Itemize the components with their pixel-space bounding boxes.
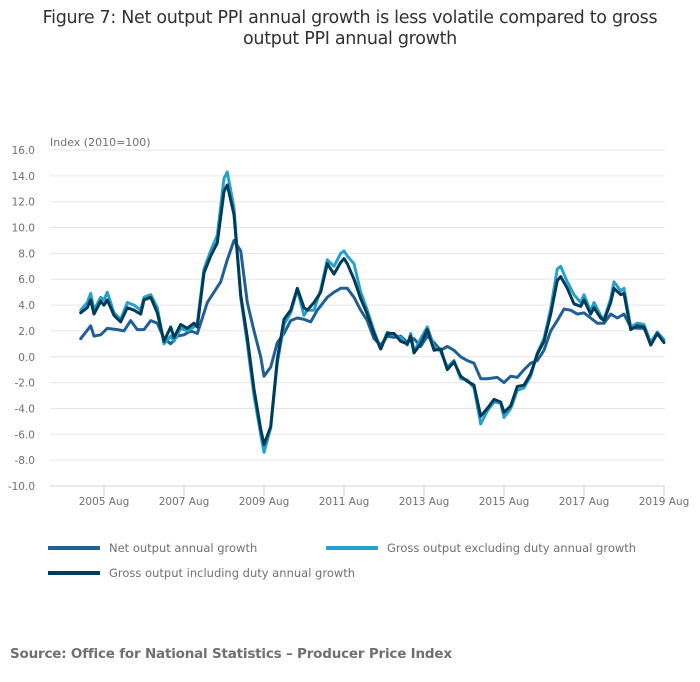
legend-label-gross-incl-duty: Gross output including duty annual growt… <box>109 566 356 580</box>
y-tick-label: 4.0 <box>18 300 35 312</box>
chart-title-line-2: output PPI annual growth <box>243 29 457 49</box>
legend-item-gross-excl-duty[interactable]: Gross output excluding duty annual growt… <box>326 541 636 555</box>
y-tick-label: 16.0 <box>12 145 35 157</box>
x-tick-label: 2007 Aug <box>159 496 210 508</box>
legend-label-gross-excl-duty: Gross output excluding duty annual growt… <box>387 541 637 555</box>
y-tick-label: 14.0 <box>12 171 35 183</box>
y-tick-label: -8.0 <box>15 455 36 467</box>
x-tick-label: 2019 Aug <box>639 496 690 508</box>
chart-title: Figure 7: Net output PPI annual growth i… <box>0 8 700 50</box>
x-tick-label: 2005 Aug <box>79 496 130 508</box>
x-tick-label: 2015 Aug <box>479 496 530 508</box>
source-note: Source: Office for National Statistics –… <box>10 646 452 662</box>
y-tick-label: 6.0 <box>18 274 35 286</box>
gridlines <box>50 149 665 487</box>
y-tick-label: 12.0 <box>12 197 35 209</box>
x-axis: 2005 Aug 2007 Aug 2009 Aug 2011 Aug 2013 Aug… <box>79 486 690 508</box>
legend-item-gross-incl-duty[interactable]: Gross output including duty annual growt… <box>48 566 355 580</box>
x-tick-label: 2013 Aug <box>399 496 450 508</box>
x-tick-label: 2009 Aug <box>239 496 290 508</box>
legend-swatch-gross-incl-duty <box>48 571 100 575</box>
chart-title-line-1: Figure 7: Net output PPI annual growth i… <box>42 8 658 28</box>
y-tick-label: 8.0 <box>18 248 35 260</box>
x-tick-label: 2011 Aug <box>319 496 370 508</box>
y-tick-label: -6.0 <box>15 429 36 441</box>
x-tick-label: 2017 Aug <box>559 496 610 508</box>
legend-swatch-net-output <box>48 546 100 550</box>
y-tick-label: 10.0 <box>12 223 35 235</box>
series-line-gross-excl-duty <box>79 170 666 454</box>
legend-item-net-output[interactable]: Net output annual growth <box>48 541 257 555</box>
legend-label-net-output: Net output annual growth <box>109 541 258 555</box>
y-tick-label: -4.0 <box>15 403 36 415</box>
y-axis-ticks: 16.0 14.0 12.0 10.0 8.0 6.0 4.0 2.0 0.0 -2.0 -4.0 -… <box>8 145 35 493</box>
series-lines <box>79 170 666 454</box>
y-tick-label: -2.0 <box>15 378 36 390</box>
y-tick-label: 2.0 <box>18 326 35 338</box>
y-axis-title: Index (2010=100) <box>50 136 151 149</box>
y-tick-label: 0.0 <box>18 352 35 364</box>
y-tick-label: -10.0 <box>8 481 35 493</box>
series-line-net-output <box>79 239 666 385</box>
series-line-gross-incl-duty <box>79 183 666 447</box>
legend-swatch-gross-excl-duty <box>326 546 378 550</box>
